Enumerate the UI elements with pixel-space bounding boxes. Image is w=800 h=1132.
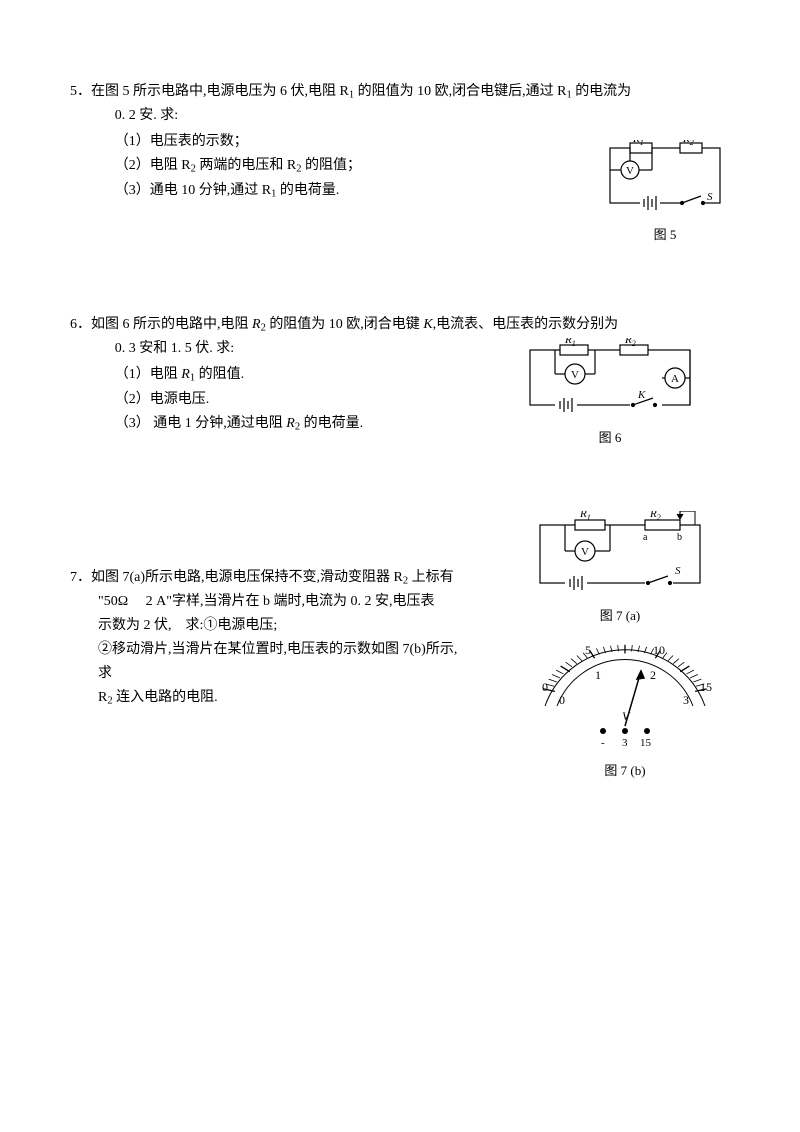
sub-label: （2） (115, 158, 150, 173)
sub-text: 通电 1 分钟,通过电阻 (150, 416, 287, 431)
problem-5: 5．在图 5 所示电路中,电源电压为 6 伏,电阻 R1 的阻值为 10 欧,闭… (70, 80, 730, 203)
tick-5: 5 (585, 643, 591, 657)
problem-7-stem: 7．如图 7(a)所示电路,电源电压保持不变,滑动变阻器 R2 上标有 "50Ω… (70, 566, 460, 710)
stem-text: 在图 5 所示电路中,电源电压为 6 伏,电阻 R (91, 84, 349, 99)
voltmeter-dial-icon: 0 5 10 15 0 1 2 3 V - 3 15 (525, 636, 725, 756)
figure-5: R1 R2 V S 图 5 (600, 140, 730, 246)
label-v: V (581, 546, 589, 558)
sub-text: 的电荷量. (276, 183, 339, 198)
sub-text: 电阻 R (150, 158, 191, 173)
line4: ②移动滑片,当滑片在某位置时,电压表的示数如图 7(b)所示,求 (70, 638, 460, 686)
figure-6: R1 R2 V A K 图 6 (520, 338, 700, 449)
sub-text: 电阻 (150, 367, 182, 382)
figure-7a-caption: 图 7 (a) (530, 605, 710, 627)
stem-text: ,电流表、电压表的示数分别为 (433, 317, 619, 332)
label-k: K (637, 389, 646, 401)
stem-text: 的阻值为 10 欧,闭合电键后,通过 R (354, 84, 566, 99)
circuit-6-icon: R1 R2 V A K (520, 338, 700, 423)
line1b: 上标有 (408, 570, 454, 585)
label-a: a (643, 532, 648, 543)
problem-6: 6．如图 6 所示的电路中,电阻 R2 的阻值为 10 欧,闭合电键 K,电流表… (70, 313, 730, 436)
sub-r: R (286, 416, 295, 431)
sub-text: 的阻值； (301, 158, 361, 173)
figure-7a: R1 R2 a b V S 图 7 (a) (530, 511, 710, 627)
tick-0-inner: 0 (559, 693, 565, 707)
sub-label: （3） (115, 183, 150, 198)
sub-text: 电源电压. (150, 392, 210, 407)
sub-text: 两端的电压和 R (196, 158, 296, 173)
sub-label: （3） (115, 416, 150, 431)
sub-label: （1） (115, 367, 150, 382)
tick-0-outer: 0 (542, 680, 548, 694)
stem-text: 如图 6 所示的电路中,电阻 (91, 317, 252, 332)
tick-10: 10 (653, 643, 665, 657)
sub-text: 通电 10 分钟,通过 R (150, 183, 271, 198)
tick-15: 15 (700, 680, 712, 694)
label-a: A (671, 373, 679, 385)
line1: 如图 7(a)所示电路,电源电压保持不变,滑动变阻器 R (91, 570, 403, 585)
label-b: b (677, 532, 682, 543)
line5b: 连入电路的电阻. (113, 690, 218, 705)
tick-1: 1 (595, 668, 601, 682)
range-neg: - (601, 737, 605, 749)
stem-k: K (423, 317, 432, 332)
line2: "50Ω 2 A"字样,当滑片在 b 端时,电流为 0. 2 安,电压表 (70, 590, 460, 614)
sub-text: 的阻值. (195, 367, 244, 382)
sub-text: 的电荷量. (300, 416, 363, 431)
figure-7b: 0 5 10 15 0 1 2 3 V - 3 15 图 7 (b) (525, 636, 725, 782)
stem-r2: R (252, 317, 261, 332)
problem-7: 7．如图 7(a)所示电路,电源电压保持不变,滑动变阻器 R 2 上标有 "50Ω… (70, 566, 730, 710)
sub-text: 电压表的示数； (150, 134, 248, 149)
label-v: V (626, 165, 634, 177)
sub-label: （2） (115, 392, 150, 407)
stem-line2: 0. 2 安. 求: (70, 104, 730, 128)
sub-label: （1） (115, 134, 150, 149)
stem-text: 的阻值为 10 欧,闭合电键 (266, 317, 424, 332)
figure-7b-caption: 图 7 (b) (525, 760, 725, 782)
line3: 示数为 2 伏, 求:①电源电压; (70, 614, 460, 638)
circuit-7a-icon: R1 R2 a b V S (530, 511, 710, 601)
stem-text: 的电流为 (572, 84, 632, 99)
circuit-5-icon: R1 R2 V S (600, 140, 730, 220)
problem-number: 6． (70, 317, 91, 332)
line5a: R (98, 690, 107, 705)
figure-6-caption: 图 6 (520, 427, 700, 449)
range-15: 15 (640, 737, 652, 749)
label-s: S (675, 565, 681, 577)
problem-number: 7． (70, 570, 91, 585)
problem-number: 5． (70, 84, 91, 99)
line5: R2 连入电路的电阻. (70, 686, 460, 710)
label-s: S (707, 191, 713, 203)
tick-2: 2 (650, 668, 656, 682)
problem-5-stem: 5．在图 5 所示电路中,电源电压为 6 伏,电阻 R1 的阻值为 10 欧,闭… (70, 80, 730, 128)
figure-5-caption: 图 5 (600, 224, 730, 246)
tick-3: 3 (683, 693, 689, 707)
label-v: V (571, 369, 579, 381)
range-3: 3 (622, 737, 628, 749)
sub-r: R (181, 367, 190, 382)
